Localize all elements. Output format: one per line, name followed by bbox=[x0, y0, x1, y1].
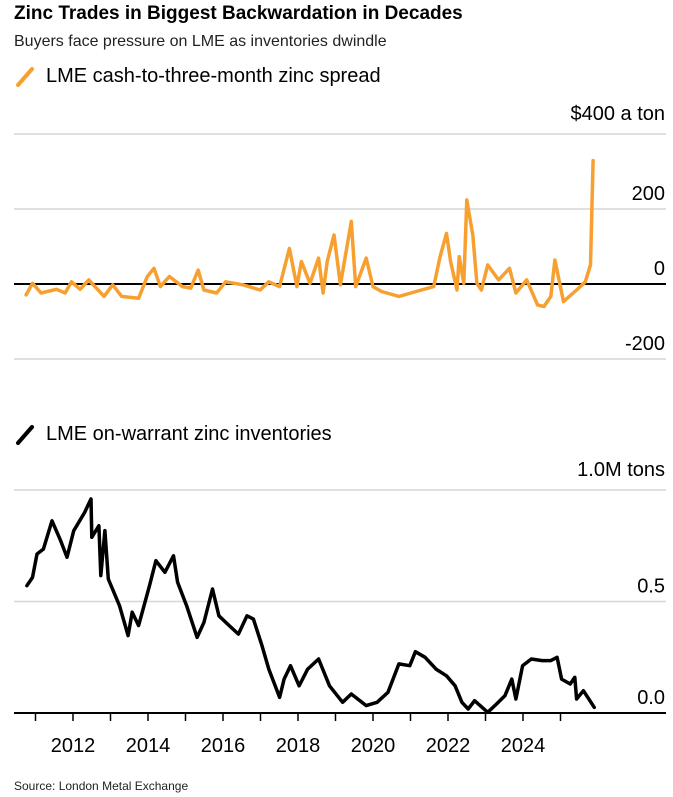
series-line bbox=[24, 158, 595, 309]
spread-chart: 200 0 -200 bbox=[14, 133, 666, 360]
source-note: Source: London Metal Exchange bbox=[14, 779, 189, 793]
black-line-legend-icon bbox=[16, 424, 34, 445]
x-tick-label: 2024 bbox=[501, 735, 546, 757]
orange-line-legend-icon bbox=[16, 66, 34, 87]
y-tick-label: 200 bbox=[632, 183, 665, 205]
x-tick-label: 2014 bbox=[126, 735, 171, 757]
y-tick-label: 0 bbox=[654, 258, 665, 280]
y-tick-label: 0.0 bbox=[637, 687, 665, 709]
x-tick-label: 2016 bbox=[201, 735, 246, 757]
legend-spread: LME cash-to-three-month zinc spread bbox=[14, 65, 381, 88]
x-tick-label: 2022 bbox=[426, 735, 471, 757]
legend-spread-label: LME cash-to-three-month zinc spread bbox=[46, 65, 381, 87]
chart-title: Zinc Trades in Biggest Backwardation in … bbox=[14, 3, 463, 24]
y-tick-label: -200 bbox=[625, 333, 665, 355]
spread-unit-label: $400 a ton bbox=[570, 103, 665, 125]
x-tick-label: 2012 bbox=[51, 735, 96, 757]
inventory-chart: 0.5 0.0 2012 2014 2016 2018 2020 2022 2024 bbox=[14, 489, 666, 757]
series-line bbox=[25, 497, 597, 715]
x-tick-label: 2018 bbox=[276, 735, 321, 757]
chart-subtitle: Buyers face pressure on LME as inventori… bbox=[14, 33, 387, 50]
legend-inventories: LME on-warrant zinc inventories bbox=[14, 423, 332, 446]
y-tick-label: 0.5 bbox=[637, 576, 665, 598]
legend-inventories-label: LME on-warrant zinc inventories bbox=[46, 423, 332, 445]
x-tick-label: 2020 bbox=[351, 735, 396, 757]
inventory-unit-label: 1.0M tons bbox=[577, 459, 665, 481]
